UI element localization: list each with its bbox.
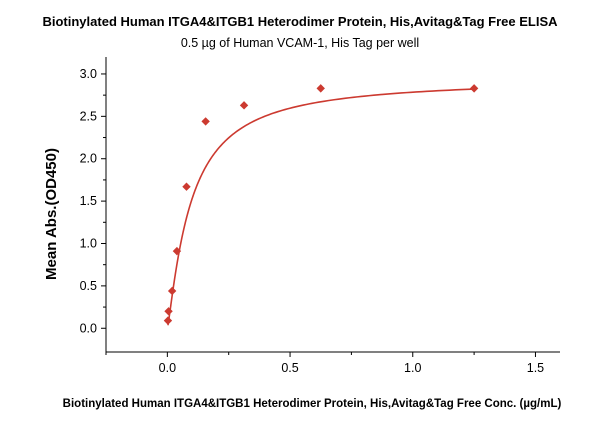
data-point — [167, 286, 177, 296]
y-tick-label: 2.0 — [80, 152, 97, 166]
y-tick-label: 0.5 — [80, 279, 97, 293]
data-point — [163, 316, 173, 325]
x-tick-label: 0.0 — [159, 361, 176, 375]
data-points — [163, 84, 479, 325]
chart-subtitle: 0.5 µg of Human VCAM-1, His Tag per well — [181, 36, 419, 50]
data-point — [201, 117, 210, 126]
data-point — [239, 101, 249, 110]
fit-curve-layer — [167, 88, 475, 326]
y-tick-label: 2.5 — [80, 109, 97, 123]
data-point — [164, 307, 173, 316]
data-point — [172, 246, 182, 256]
y-tick-label: 3.0 — [80, 67, 97, 81]
data-point — [182, 182, 191, 191]
fit-curve — [167, 88, 475, 326]
chart-title: Biotinylated Human ITGA4&ITGB1 Heterodim… — [42, 14, 558, 29]
x-tick-label: 1.0 — [404, 361, 421, 375]
y-tick-label: 1.0 — [80, 236, 97, 250]
y-tick-label: 1.5 — [80, 194, 97, 208]
x-tick-label: 1.5 — [527, 361, 544, 375]
data-point — [469, 84, 479, 93]
axes: 0.0 0.5 1.0 1.5 2.0 2.5 3.0 0.0 0.5 1.0 1.5 — [80, 57, 560, 375]
x-tick-label: 0.5 — [281, 361, 298, 375]
x-axis-title: Biotinylated Human ITGA4&ITGB1 Heterodim… — [63, 398, 562, 410]
data-point — [316, 84, 325, 93]
y-tick-label: 0.0 — [80, 321, 97, 335]
y-axis-title: Mean Abs.(OD450) — [43, 148, 60, 280]
